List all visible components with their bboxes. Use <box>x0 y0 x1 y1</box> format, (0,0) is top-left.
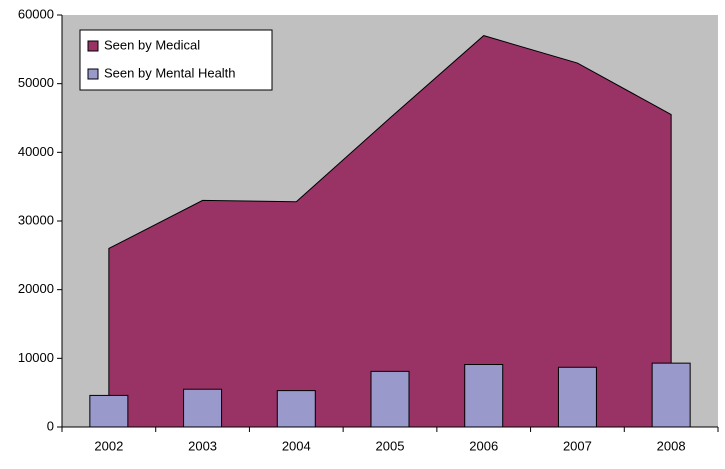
y-tick-label: 50000 <box>18 75 54 90</box>
bar <box>276 390 316 428</box>
bar <box>464 364 504 428</box>
x-tick-label: 2003 <box>188 438 217 453</box>
y-tick-label: 10000 <box>18 350 54 365</box>
x-tick-label: 2002 <box>94 438 123 453</box>
legend-label: Seen by Medical <box>104 37 200 52</box>
bar <box>89 394 129 428</box>
bar <box>370 370 410 428</box>
bar <box>651 362 691 428</box>
y-tick-label: 30000 <box>18 212 54 227</box>
legend-swatch <box>87 68 99 80</box>
x-tick-label: 2004 <box>282 438 311 453</box>
x-tick-label: 2007 <box>563 438 592 453</box>
y-tick-label: 0 <box>47 418 54 433</box>
y-tick-label: 40000 <box>18 144 54 159</box>
y-tick-label: 60000 <box>18 6 54 21</box>
x-tick-label: 2008 <box>657 438 686 453</box>
bar <box>557 366 597 428</box>
x-tick-label: 2005 <box>376 438 405 453</box>
area <box>108 35 672 428</box>
legend-swatch <box>87 40 99 52</box>
legend <box>79 29 273 91</box>
y-tick-label: 20000 <box>18 281 54 296</box>
bar <box>183 388 223 428</box>
legend-label: Seen by Mental Health <box>104 65 236 80</box>
x-tick-label: 2006 <box>469 438 498 453</box>
